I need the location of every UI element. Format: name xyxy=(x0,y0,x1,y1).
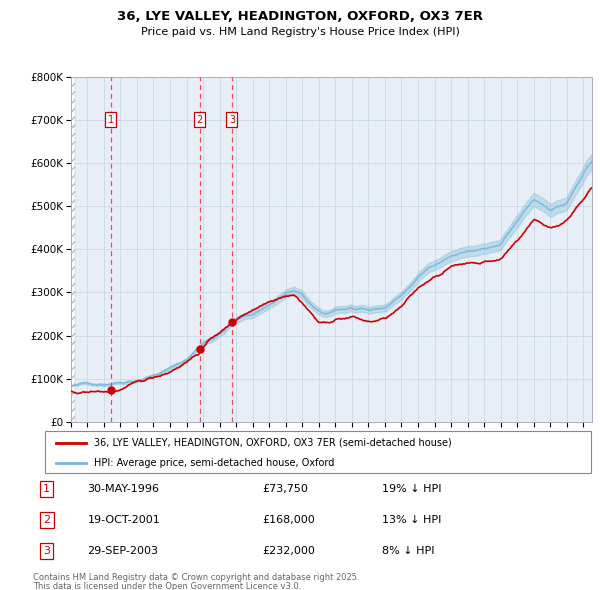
Text: Contains HM Land Registry data © Crown copyright and database right 2025.: Contains HM Land Registry data © Crown c… xyxy=(33,573,359,582)
Text: 2: 2 xyxy=(43,515,50,525)
Text: 19% ↓ HPI: 19% ↓ HPI xyxy=(382,484,442,494)
Text: 2: 2 xyxy=(197,115,203,125)
Text: £73,750: £73,750 xyxy=(262,484,308,494)
Text: 30-MAY-1996: 30-MAY-1996 xyxy=(88,484,160,494)
FancyBboxPatch shape xyxy=(45,431,591,473)
Text: Price paid vs. HM Land Registry's House Price Index (HPI): Price paid vs. HM Land Registry's House … xyxy=(140,27,460,37)
Text: 1: 1 xyxy=(43,484,50,494)
Text: 19-OCT-2001: 19-OCT-2001 xyxy=(88,515,160,525)
Text: 8% ↓ HPI: 8% ↓ HPI xyxy=(382,546,435,556)
Text: 1: 1 xyxy=(107,115,114,125)
Text: 3: 3 xyxy=(43,546,50,556)
Text: 29-SEP-2003: 29-SEP-2003 xyxy=(88,546,158,556)
Text: £232,000: £232,000 xyxy=(262,546,315,556)
Text: This data is licensed under the Open Government Licence v3.0.: This data is licensed under the Open Gov… xyxy=(33,582,301,590)
Text: 3: 3 xyxy=(229,115,235,125)
Text: £168,000: £168,000 xyxy=(262,515,315,525)
Text: 36, LYE VALLEY, HEADINGTON, OXFORD, OX3 7ER: 36, LYE VALLEY, HEADINGTON, OXFORD, OX3 … xyxy=(117,10,483,23)
Text: HPI: Average price, semi-detached house, Oxford: HPI: Average price, semi-detached house,… xyxy=(94,458,335,467)
Text: 36, LYE VALLEY, HEADINGTON, OXFORD, OX3 7ER (semi-detached house): 36, LYE VALLEY, HEADINGTON, OXFORD, OX3 … xyxy=(94,438,452,448)
Text: 13% ↓ HPI: 13% ↓ HPI xyxy=(382,515,442,525)
